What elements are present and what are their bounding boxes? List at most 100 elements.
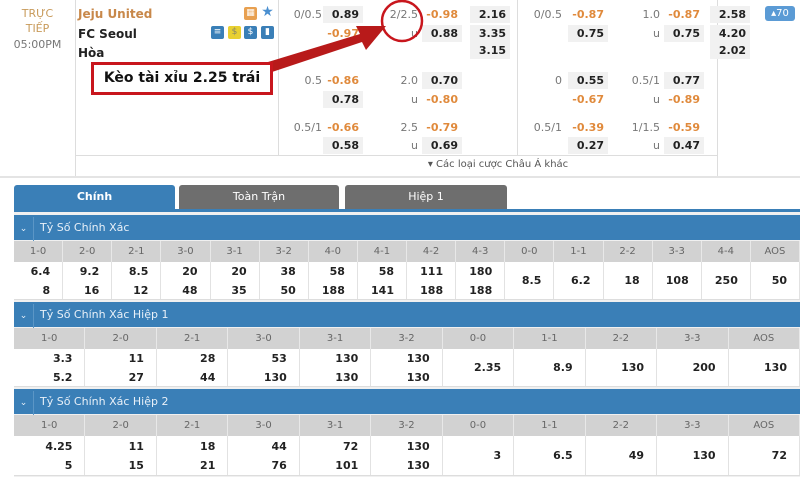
h1-over-odds[interactable]: 0.77: [664, 72, 704, 89]
odds-value[interactable]: 180: [469, 264, 493, 278]
ft-handicap-home-odds[interactable]: -0.86: [327, 74, 359, 87]
odds-value[interactable]: 8.9: [553, 361, 573, 374]
h1-over-odds[interactable]: -0.87: [668, 8, 700, 21]
ft-handicap-home-odds[interactable]: 0.89: [323, 6, 363, 23]
ft-over-odds[interactable]: -0.79: [426, 121, 458, 134]
score-odds-cell[interactable]: 44 76: [228, 436, 300, 475]
score-odds-cell[interactable]: 18: [604, 262, 653, 299]
odds-value[interactable]: 188: [321, 283, 345, 297]
odds-value[interactable]: 6.2: [571, 274, 591, 287]
ft-under-odds[interactable]: 0.88: [422, 25, 462, 42]
score-odds-cell[interactable]: 130: [586, 349, 658, 386]
odds-value[interactable]: 3.3: [52, 351, 73, 365]
odds-value[interactable]: 5: [64, 458, 73, 472]
odds-value[interactable]: 5.2: [52, 370, 73, 384]
h1-handicap-home-odds[interactable]: -0.39: [572, 121, 604, 134]
coin-icon[interactable]: $: [228, 26, 241, 39]
ft-handicap-away-odds[interactable]: 0.78: [323, 91, 363, 108]
score-odds-cell[interactable]: 58 188: [309, 262, 358, 299]
h1-1x2-odds[interactable]: 4.20: [710, 25, 750, 42]
score-odds-cell[interactable]: 8.5 12: [112, 262, 162, 299]
score-odds-cell[interactable]: 11 15: [85, 436, 157, 475]
score-odds-cell[interactable]: 6.5: [514, 436, 586, 475]
score-odds-cell[interactable]: 8.9: [514, 349, 586, 386]
odds-value[interactable]: 50: [771, 274, 787, 287]
odds-value[interactable]: 4.25: [45, 439, 73, 453]
score-odds-cell[interactable]: 200: [657, 349, 729, 386]
h1-under-odds[interactable]: -0.89: [668, 93, 700, 106]
odds-value[interactable]: 130: [621, 361, 645, 374]
ft-under-odds[interactable]: -0.80: [426, 93, 458, 106]
odds-value[interactable]: 12: [133, 283, 149, 297]
odds-value[interactable]: 21: [200, 458, 216, 472]
odds-value[interactable]: 250: [714, 274, 738, 287]
odds-value[interactable]: 35: [231, 283, 247, 297]
ft-over-odds[interactable]: 0.70: [422, 72, 462, 89]
odds-value[interactable]: 8.5: [128, 264, 149, 278]
odds-value[interactable]: 111: [420, 264, 444, 278]
odds-value[interactable]: 8: [42, 283, 51, 297]
odds-value[interactable]: 27: [128, 370, 144, 384]
ft-handicap-home-odds[interactable]: -0.66: [327, 121, 359, 134]
score-odds-cell[interactable]: 72: [729, 436, 800, 475]
away-team[interactable]: FC Seoul: [78, 27, 137, 41]
odds-value[interactable]: 11: [128, 439, 144, 453]
odds-value[interactable]: 58: [329, 264, 345, 278]
odds-value[interactable]: 9.2: [79, 264, 100, 278]
odds-value[interactable]: 49: [628, 449, 645, 462]
odds-value[interactable]: 53: [271, 351, 287, 365]
odds-value[interactable]: 188: [469, 283, 493, 297]
odds-value[interactable]: 28: [200, 351, 216, 365]
odds-value[interactable]: 48: [182, 283, 198, 297]
odds-value[interactable]: 18: [200, 439, 216, 453]
score-odds-cell[interactable]: 130: [657, 436, 729, 475]
odds-value[interactable]: 44: [200, 370, 216, 384]
odds-value[interactable]: 130: [263, 370, 287, 384]
odds-value[interactable]: 11: [128, 351, 144, 365]
score-odds-cell[interactable]: 3: [443, 436, 515, 475]
score-odds-cell[interactable]: 6.4 8: [14, 262, 64, 299]
chevron-down-icon[interactable]: ⌄: [14, 391, 34, 416]
score-odds-cell[interactable]: 130: [729, 349, 800, 386]
ft-over-odds[interactable]: -0.98: [426, 8, 458, 21]
score-odds-cell[interactable]: 18 21: [157, 436, 229, 475]
odds-value[interactable]: 76: [271, 458, 287, 472]
score-odds-cell[interactable]: 3.3 5.2: [14, 349, 86, 386]
odds-value[interactable]: 58: [378, 264, 394, 278]
chevron-down-icon[interactable]: ⌄: [14, 304, 34, 329]
odds-value[interactable]: 130: [406, 370, 430, 384]
odds-value[interactable]: 8.5: [521, 274, 542, 287]
odds-value[interactable]: 130: [692, 449, 716, 462]
odds-value[interactable]: 141: [371, 283, 394, 297]
score-odds-cell[interactable]: 180 188: [456, 262, 506, 299]
score-odds-cell[interactable]: 38 50: [260, 262, 309, 299]
score-odds-cell[interactable]: 130 130: [371, 436, 443, 475]
dollar-icon[interactable]: $: [244, 26, 257, 39]
chevron-down-icon[interactable]: ⌄: [14, 217, 34, 242]
h1-handicap-home-odds[interactable]: 0.55: [568, 72, 608, 89]
ft-1x2-odds[interactable]: 2.16: [470, 6, 510, 23]
odds-value[interactable]: 2.35: [474, 361, 502, 374]
section-header[interactable]: ⌄ Tỷ Số Chính Xác Hiệp 2: [14, 389, 800, 416]
odds-value[interactable]: 130: [406, 439, 430, 453]
score-odds-cell[interactable]: 20 35: [211, 262, 260, 299]
odds-value[interactable]: 188: [420, 283, 444, 297]
tab-chinh[interactable]: Chính: [14, 185, 175, 209]
h1-1x2-odds[interactable]: 2.58: [710, 6, 750, 23]
odds-value[interactable]: 15: [128, 458, 144, 472]
score-odds-cell[interactable]: 130 130: [371, 349, 443, 386]
section-header[interactable]: ⌄ Tỷ Số Chính Xác: [14, 215, 800, 242]
score-odds-cell[interactable]: 4.25 5: [14, 436, 86, 475]
h1-handicap-away-odds[interactable]: -0.67: [572, 93, 604, 106]
ft-under-odds[interactable]: 0.69: [422, 137, 462, 154]
score-odds-cell[interactable]: 72 101: [300, 436, 372, 475]
odds-value[interactable]: 3: [493, 449, 502, 462]
score-odds-cell[interactable]: 130 130: [300, 349, 372, 386]
odds-value[interactable]: 44: [271, 439, 287, 453]
score-odds-cell[interactable]: 11 27: [85, 349, 157, 386]
odds-value[interactable]: 130: [406, 458, 430, 472]
odds-value[interactable]: 6.4: [30, 264, 51, 278]
score-odds-cell[interactable]: 250: [702, 262, 751, 299]
section-header[interactable]: ⌄ Tỷ Số Chính Xác Hiệp 1: [14, 302, 800, 329]
h1-under-odds[interactable]: 0.75: [664, 25, 704, 42]
